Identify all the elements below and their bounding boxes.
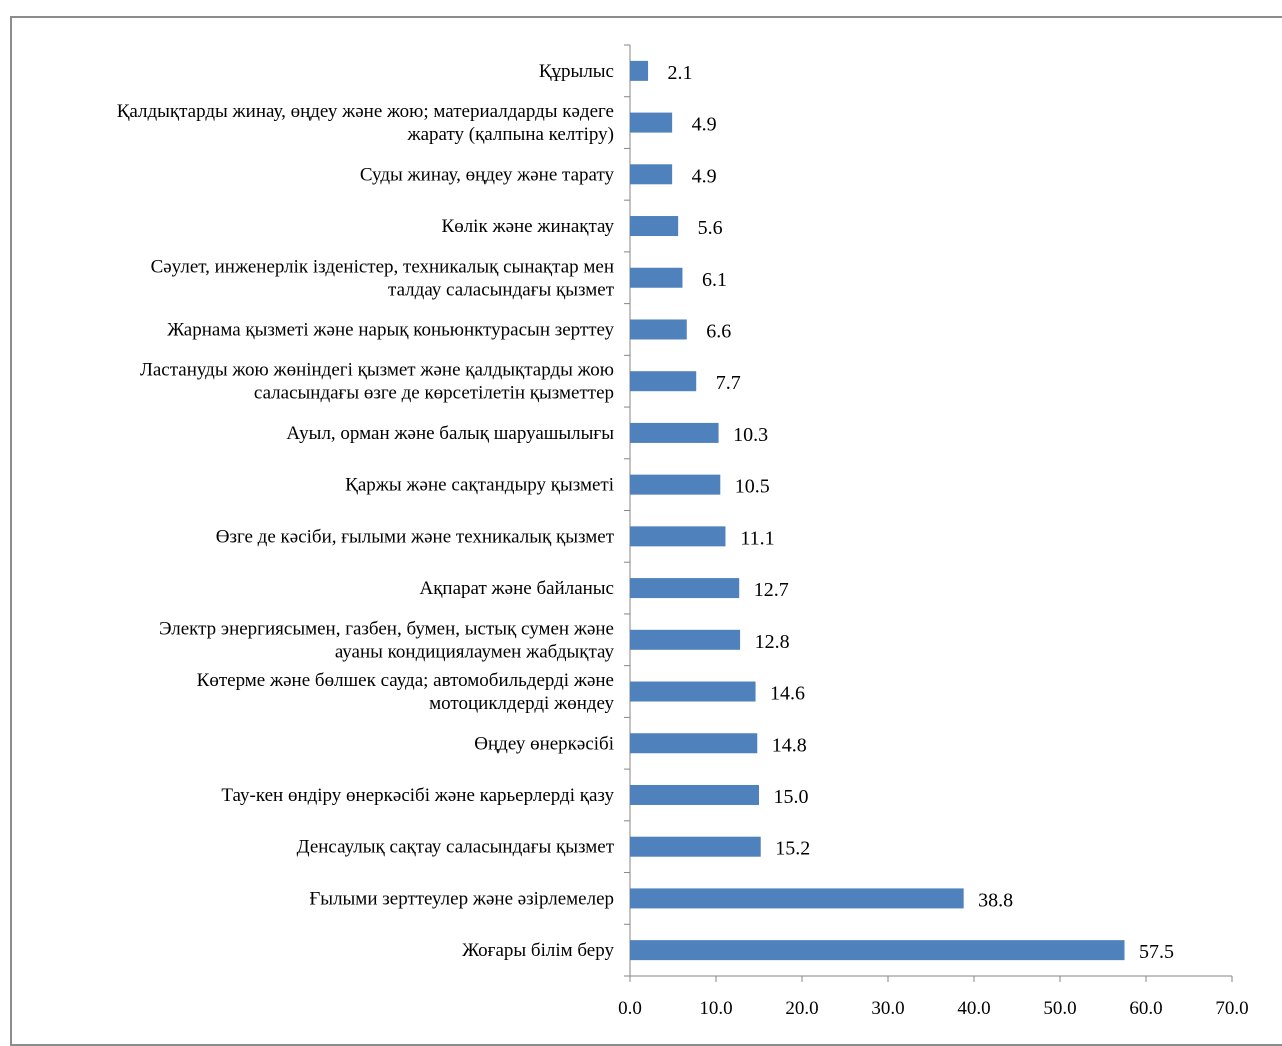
bar [630,733,758,754]
x-tick-label: 40.0 [957,998,990,1019]
x-tick-label: 0.0 [618,998,642,1019]
data-label: 15.0 [774,786,809,808]
data-label: 2.1 [668,62,693,84]
data-label: 10.3 [733,424,768,446]
category-label: Қаржы және сақтандыру қызметі [345,475,614,496]
category-label: Ғылыми зерттеулер және әзірлемелер [309,888,614,909]
bar [630,940,1125,961]
data-label: 7.7 [716,372,741,394]
category-label: ауаны кондициялаумен жабдықтау [335,641,615,662]
bar [630,112,673,133]
category-label: талдау саласындағы қызмет [388,279,615,300]
bar [630,681,756,702]
bar [630,371,697,392]
data-label: 14.8 [772,734,807,756]
bar [630,629,741,650]
x-tick-label: 10.0 [699,998,732,1019]
bar [630,784,759,805]
category-label: Ақпарат және байланыс [419,578,614,599]
data-label: 14.6 [770,683,805,705]
data-label: 5.6 [698,217,723,239]
data-label: 4.9 [692,114,717,136]
bar [630,60,649,81]
category-label: Сәулет, инженерлік ізденістер, техникалы… [151,256,614,277]
category-label: Көтерме және бөлшек сауда; автомобильдер… [197,670,614,691]
category-label: Өңдеу өнеркәсібі [474,733,614,754]
category-label: Электр энергиясымен, газбен, бумен, ысты… [159,618,614,639]
data-label: 15.2 [775,838,810,860]
data-label: 12.7 [754,579,789,601]
category-label: саласындағы өзге де көрсетілетін қызметт… [254,383,614,404]
category-label: Жоғары білім беру [462,940,614,961]
x-tick-label: 20.0 [785,998,818,1019]
bar [630,319,687,340]
bar [630,578,740,599]
bar [630,474,721,495]
category-label: Жарнама қызметі және нарық коньюнктурасы… [167,319,614,340]
data-label: 6.1 [702,269,727,291]
bar [630,422,719,443]
bar [630,888,964,909]
bar [630,267,683,288]
x-tick-label: 70.0 [1215,998,1248,1019]
category-label: мотоциклдерді жөндеу [429,693,614,714]
category-label: Ауыл, орман және балық шаруашылығы [286,423,614,444]
x-tick-label: 60.0 [1129,998,1162,1019]
category-label: Денсаулық сақтау саласындағы қызмет [297,837,615,858]
data-label: 11.1 [740,527,774,549]
data-label: 10.5 [735,476,770,498]
data-label: 38.8 [978,889,1013,911]
category-label: Көлік және жинақтау [442,216,615,237]
bar [630,526,726,547]
category-label: Өзге де кәсіби, ғылыми және техникалық қ… [216,526,615,547]
x-tick-label: 50.0 [1043,998,1076,1019]
category-label: жарату (қалпына келтіру) [406,124,614,145]
x-tick-label: 30.0 [871,998,904,1019]
data-label: 4.9 [692,165,717,187]
data-label: 57.5 [1139,941,1174,963]
bar [630,216,679,237]
bar [630,164,673,185]
category-label: Суды жинау, өңдеу және тарату [360,164,615,185]
category-label: Құрылыс [539,61,614,82]
bar [630,836,761,857]
data-label: 12.8 [755,631,790,653]
data-label: 6.6 [706,320,731,342]
category-label: Тау-кен өндіру өнеркәсібі және карьерлер… [221,785,614,806]
category-label: Ластануды жою жөніндегі қызмет және қалд… [140,360,614,381]
category-label: Қалдықтарды жинау, өңдеу және жою; матер… [117,101,614,122]
